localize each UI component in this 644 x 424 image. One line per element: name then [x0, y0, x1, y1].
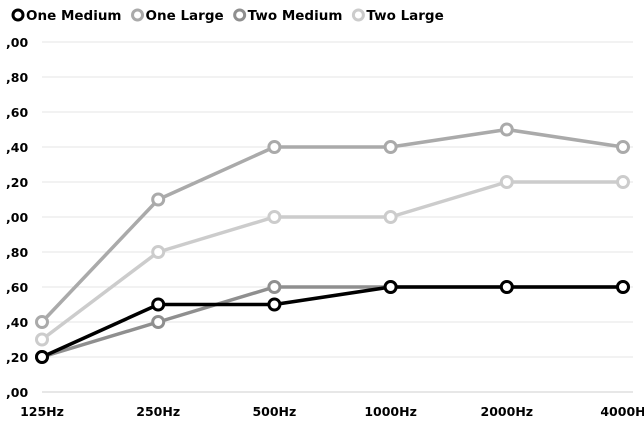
legend-marker — [11, 8, 25, 22]
legend-label: One Large — [146, 8, 224, 24]
legend-label: Two Large — [366, 8, 443, 24]
data-point — [383, 280, 398, 294]
data-point — [35, 332, 49, 347]
data-point — [151, 245, 166, 259]
data-point — [151, 192, 166, 207]
y-tick-label: ,20 — [6, 350, 28, 365]
x-tick-label: 4000H — [600, 404, 644, 419]
y-tick-label: ,60 — [6, 280, 28, 295]
data-point — [151, 315, 166, 329]
y-tick-label: ,80 — [6, 245, 28, 260]
data-point — [383, 140, 398, 154]
y-tick-label: ,60 — [6, 105, 28, 120]
y-tick-label: ,80 — [6, 70, 28, 85]
data-point — [267, 140, 282, 154]
data-point — [151, 297, 166, 312]
x-axis-tick-labels: 125Hz 250Hz 500Hz 1000Hz 2000Hz 4000H — [20, 404, 644, 419]
data-point — [499, 280, 514, 294]
series-line — [40, 127, 624, 324]
data-point — [499, 122, 514, 137]
x-tick-label: 2000Hz — [481, 404, 534, 419]
y-tick-label: ,00 — [6, 385, 28, 400]
x-tick-label: 500Hz — [252, 404, 296, 419]
data-point — [499, 175, 514, 189]
legend-label: One Medium — [26, 8, 122, 24]
data-point — [35, 350, 49, 364]
legend-marker — [131, 8, 145, 22]
data-point — [267, 210, 282, 224]
y-tick-label: ,00 — [6, 210, 28, 225]
x-tick-label: 125Hz — [20, 404, 64, 419]
series-line — [41, 285, 623, 359]
data-point — [267, 280, 282, 294]
y-tick-label: ,40 — [6, 315, 28, 330]
data-point — [616, 140, 630, 154]
legend-marker — [351, 8, 365, 22]
data-point — [616, 280, 630, 294]
data-point — [35, 315, 49, 329]
series-line — [40, 180, 623, 341]
series-lines — [35, 122, 630, 364]
legend: One Medium One Large Two Medium Two Large — [11, 8, 444, 24]
legend-label: Two Medium — [248, 8, 343, 24]
data-point — [383, 210, 398, 224]
x-tick-label: 250Hz — [136, 404, 180, 419]
data-point — [616, 175, 630, 189]
y-tick-label: ,00 — [6, 35, 28, 50]
y-axis-tick-labels: ,00 ,20 ,40 ,60 ,80 ,00 ,20 ,40 ,60 ,80 ,00 — [6, 35, 28, 400]
legend-marker — [233, 8, 247, 22]
y-tick-label: ,40 — [6, 140, 28, 155]
data-point — [267, 297, 282, 312]
y-tick-label: ,20 — [6, 175, 28, 190]
x-tick-label: 1000Hz — [364, 404, 417, 419]
